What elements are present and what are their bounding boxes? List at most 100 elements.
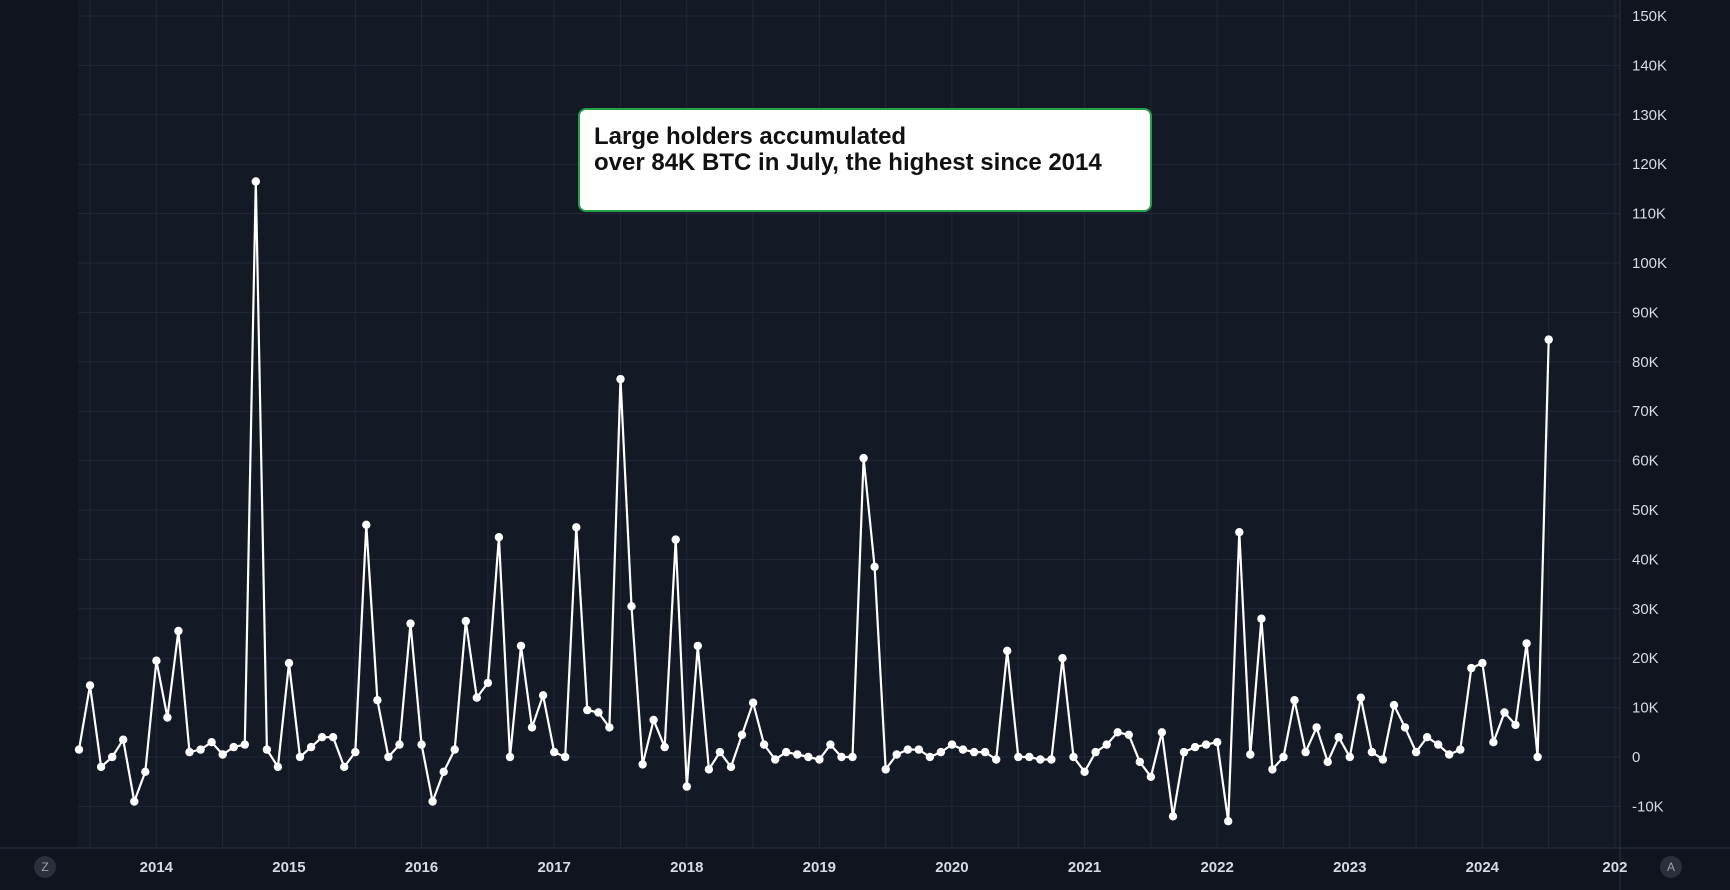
data-point[interactable] bbox=[1201, 740, 1211, 749]
data-point[interactable] bbox=[980, 747, 990, 757]
data-point[interactable] bbox=[395, 740, 404, 749]
data-point[interactable] bbox=[1478, 658, 1487, 668]
data-point[interactable] bbox=[1345, 752, 1355, 762]
data-point[interactable] bbox=[1246, 750, 1255, 759]
data-point[interactable] bbox=[328, 733, 338, 742]
data-point[interactable] bbox=[848, 752, 857, 762]
data-point[interactable] bbox=[1190, 742, 1200, 752]
data-point[interactable] bbox=[826, 740, 835, 749]
data-point[interactable] bbox=[561, 752, 570, 762]
data-point[interactable] bbox=[218, 750, 227, 759]
data-point[interactable] bbox=[295, 752, 305, 762]
data-point[interactable] bbox=[1124, 730, 1134, 739]
data-point[interactable] bbox=[870, 562, 879, 571]
data-point[interactable] bbox=[1378, 755, 1388, 764]
data-point[interactable] bbox=[417, 740, 426, 749]
data-point[interactable] bbox=[461, 616, 470, 626]
data-point[interactable] bbox=[737, 730, 747, 739]
data-point[interactable] bbox=[1301, 747, 1310, 757]
data-point[interactable] bbox=[1080, 767, 1089, 776]
data-point[interactable] bbox=[207, 738, 216, 747]
data-point[interactable] bbox=[638, 760, 647, 769]
data-point[interactable] bbox=[693, 641, 702, 651]
data-point[interactable] bbox=[1102, 740, 1111, 749]
data-point[interactable] bbox=[538, 691, 548, 700]
data-point[interactable] bbox=[1467, 663, 1476, 673]
data-point[interactable] bbox=[1146, 772, 1156, 781]
data-point[interactable] bbox=[1003, 646, 1012, 655]
data-point[interactable] bbox=[804, 752, 813, 762]
data-point[interactable] bbox=[185, 747, 194, 757]
data-point[interactable] bbox=[947, 740, 957, 749]
data-point[interactable] bbox=[605, 723, 614, 732]
data-point[interactable] bbox=[273, 762, 283, 772]
data-point[interactable] bbox=[516, 641, 526, 651]
data-point[interactable] bbox=[351, 747, 360, 757]
data-point[interactable] bbox=[1400, 723, 1410, 732]
data-point[interactable] bbox=[262, 745, 272, 754]
data-point[interactable] bbox=[384, 752, 393, 762]
data-point[interactable] bbox=[594, 708, 603, 717]
data-point[interactable] bbox=[572, 523, 581, 532]
data-point[interactable] bbox=[1356, 693, 1366, 702]
data-point[interactable] bbox=[969, 747, 979, 757]
data-point[interactable] bbox=[1069, 752, 1078, 762]
data-point[interactable] bbox=[1268, 765, 1277, 774]
data-point[interactable] bbox=[472, 693, 481, 702]
data-point[interactable] bbox=[715, 747, 725, 757]
data-point[interactable] bbox=[903, 745, 912, 754]
data-point[interactable] bbox=[748, 698, 758, 707]
data-point[interactable] bbox=[726, 762, 736, 772]
data-point[interactable] bbox=[1058, 654, 1067, 663]
data-point[interactable] bbox=[505, 752, 515, 762]
data-point[interactable] bbox=[1389, 700, 1399, 710]
data-point[interactable] bbox=[649, 715, 658, 725]
data-point[interactable] bbox=[1224, 817, 1233, 826]
data-point[interactable] bbox=[671, 535, 680, 544]
data-point[interactable] bbox=[317, 733, 327, 742]
data-point[interactable] bbox=[958, 745, 968, 754]
data-point[interactable] bbox=[793, 750, 802, 759]
data-point[interactable] bbox=[616, 374, 625, 384]
data-point[interactable] bbox=[251, 177, 260, 186]
data-point[interactable] bbox=[936, 747, 946, 757]
data-point[interactable] bbox=[682, 782, 691, 791]
data-point[interactable] bbox=[306, 742, 316, 752]
data-point[interactable] bbox=[1290, 696, 1299, 705]
data-point[interactable] bbox=[550, 747, 559, 757]
data-point[interactable] bbox=[1456, 745, 1465, 754]
data-point[interactable] bbox=[362, 520, 371, 529]
data-point[interactable] bbox=[859, 453, 868, 463]
data-point[interactable] bbox=[1445, 750, 1454, 759]
data-point[interactable] bbox=[1411, 747, 1421, 757]
data-point[interactable] bbox=[881, 765, 890, 774]
data-point[interactable] bbox=[74, 745, 84, 754]
data-point[interactable] bbox=[1533, 752, 1542, 762]
data-point[interactable] bbox=[1014, 752, 1023, 762]
data-point[interactable] bbox=[1489, 738, 1498, 747]
data-point[interactable] bbox=[450, 745, 459, 754]
data-point[interactable] bbox=[494, 533, 504, 542]
data-point[interactable] bbox=[130, 797, 139, 806]
data-point[interactable] bbox=[782, 747, 791, 757]
data-point[interactable] bbox=[1047, 755, 1056, 764]
data-point[interactable] bbox=[229, 742, 238, 752]
data-point[interactable] bbox=[96, 762, 106, 772]
data-point[interactable] bbox=[439, 767, 448, 776]
data-point[interactable] bbox=[892, 750, 901, 759]
data-point[interactable] bbox=[284, 658, 294, 668]
data-point[interactable] bbox=[1511, 720, 1520, 730]
data-point[interactable] bbox=[527, 723, 537, 732]
data-point[interactable] bbox=[583, 705, 592, 715]
data-point[interactable] bbox=[1036, 755, 1045, 764]
data-point[interactable] bbox=[1025, 752, 1034, 762]
data-point[interactable] bbox=[1522, 639, 1531, 648]
data-point[interactable] bbox=[240, 740, 249, 749]
data-point[interactable] bbox=[196, 745, 205, 754]
data-point[interactable] bbox=[1434, 740, 1443, 749]
data-point[interactable] bbox=[152, 656, 161, 665]
data-point[interactable] bbox=[85, 681, 95, 690]
data-point[interactable] bbox=[1323, 757, 1332, 767]
data-point[interactable] bbox=[1091, 747, 1100, 757]
data-point[interactable] bbox=[1135, 757, 1145, 767]
